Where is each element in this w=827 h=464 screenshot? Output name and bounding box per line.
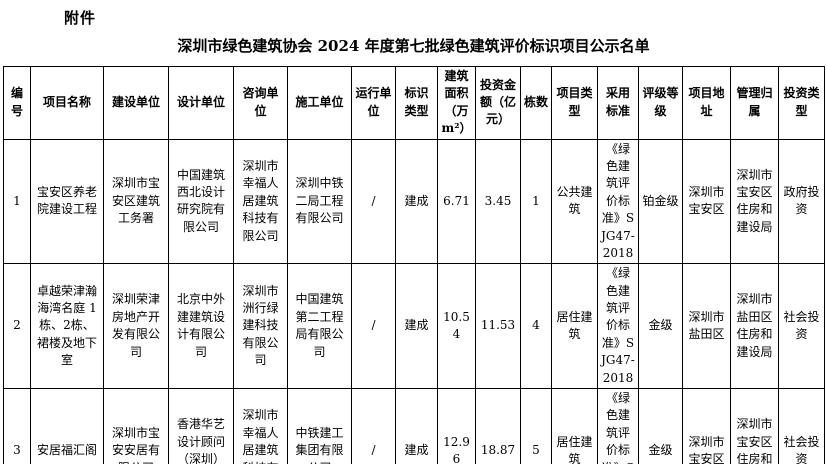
cell-label-type: 建成 xyxy=(395,388,438,464)
cell-rating-grade: 金级 xyxy=(638,263,683,390)
table-row: 3 安居福汇阁 深圳市宝安安居有限公司 香港华艺设计顾问（深圳）有限公司 深圳市… xyxy=(3,388,825,464)
col-header-floor-area: 建筑面积（万m²） xyxy=(437,66,476,140)
col-header-number: 编号 xyxy=(3,66,31,140)
table-row: 2 卓越荣津瀚海湾名庭 1 栋、2栋、裙楼及地下室 深圳荣津房地产开发有限公司 … xyxy=(3,263,825,390)
cell-project-type: 居住建筑 xyxy=(551,388,598,464)
col-header-project-name: 项目名称 xyxy=(30,66,104,140)
cell-investment-amount: 18.87 xyxy=(475,388,521,464)
col-header-investment-type: 投资类型 xyxy=(778,66,825,140)
col-header-investment-amount: 投资金额（亿元） xyxy=(475,66,521,140)
cell-investment-amount: 11.53 xyxy=(475,263,521,390)
col-header-consulting-unit: 咨询单位 xyxy=(233,66,288,140)
cell-number: 1 xyxy=(3,138,31,265)
cell-management-authority: 深圳市宝安区住房和建设局 xyxy=(730,388,779,464)
col-header-contractor-unit: 施工单位 xyxy=(287,66,352,140)
cell-project-name: 安居福汇阁 xyxy=(30,388,104,464)
cell-project-address: 深圳市盐田区 xyxy=(682,263,731,390)
cell-number: 3 xyxy=(3,388,31,464)
cell-management-authority: 深圳市宝安区住房和建设局 xyxy=(730,138,779,265)
col-header-design-unit: 设计单位 xyxy=(168,66,234,140)
cell-project-address: 深圳市宝安区 xyxy=(682,138,731,265)
cell-contractor-unit: 深圳中铁二局工程有限公司 xyxy=(287,138,352,265)
cell-label-type: 建成 xyxy=(395,263,438,390)
cell-number: 2 xyxy=(3,263,31,390)
cell-floor-area: 6.71 xyxy=(437,138,476,265)
page-title: 深圳市绿色建筑协会 2024 年度第七批绿色建筑评价标识项目公示名单 xyxy=(177,37,650,55)
cell-investment-type: 政府投资 xyxy=(778,138,825,265)
cell-management-authority: 深圳市盐田区住房和建设局 xyxy=(730,263,779,390)
col-header-project-address: 项目地址 xyxy=(682,66,731,140)
table-row: 1 宝安区养老院建设工程 深圳市宝安区建筑工务署 中国建筑西北设计研究院有限公司… xyxy=(3,138,825,265)
cell-operation-unit: / xyxy=(351,388,396,464)
cell-project-address: 深圳市宝安区 xyxy=(682,388,731,464)
cell-floor-area: 10.54 xyxy=(437,263,476,390)
col-header-management-authority: 管理归属 xyxy=(730,66,779,140)
cell-consulting-unit: 深圳市幸福人居建筑科技有限公司 xyxy=(233,138,288,265)
cell-consulting-unit: 深圳市洲行绿建科技有限公司 xyxy=(233,263,288,390)
cell-standard: 《绿色建筑评价标准》SJG47-2018 xyxy=(597,138,639,265)
cell-operation-unit: / xyxy=(351,138,396,265)
cell-construction-unit: 深圳市宝安区建筑工务署 xyxy=(103,138,169,265)
col-header-standard: 采用标准 xyxy=(597,66,639,140)
cell-project-name: 宝安区养老院建设工程 xyxy=(30,138,104,265)
cell-building-count: 1 xyxy=(520,138,552,265)
cell-contractor-unit: 中国建筑第二工程局有限公司 xyxy=(287,263,352,390)
cell-standard: 《绿色建筑评价标准》SJG47-2018 xyxy=(597,388,639,464)
cell-construction-unit: 深圳荣津房地产开发有限公司 xyxy=(103,263,169,390)
cell-project-type: 居住建筑 xyxy=(551,263,598,390)
col-header-construction-unit: 建设单位 xyxy=(103,66,169,140)
cell-design-unit: 香港华艺设计顾问（深圳）有限公司 xyxy=(168,388,234,464)
col-header-rating-grade: 评级等级 xyxy=(638,66,683,140)
cell-consulting-unit: 深圳市幸福人居建筑科技有限公司 xyxy=(233,388,288,464)
header-row: 编号 项目名称 建设单位 设计单位 咨询单位 施工单位 运行单位 标识类型 建筑… xyxy=(3,66,825,140)
cell-label-type: 建成 xyxy=(395,138,438,265)
cell-standard: 《绿色建筑评价标准》SJG47-2018 xyxy=(597,263,639,390)
col-header-label-type: 标识类型 xyxy=(395,66,438,140)
cell-investment-type: 社会投资 xyxy=(778,388,825,464)
col-header-operation-unit: 运行单位 xyxy=(351,66,396,140)
cell-floor-area: 12.96 xyxy=(437,388,476,464)
cell-design-unit: 北京中外建建筑设计有限公司 xyxy=(168,263,234,390)
cell-investment-type: 社会投资 xyxy=(778,263,825,390)
cell-building-count: 4 xyxy=(520,263,552,390)
cell-contractor-unit: 中铁建工集团有限公司 xyxy=(287,388,352,464)
cell-construction-unit: 深圳市宝安安居有限公司 xyxy=(103,388,169,464)
col-header-building-count: 栋数 xyxy=(520,66,552,140)
cell-building-count: 5 xyxy=(520,388,552,464)
cell-project-type: 公共建筑 xyxy=(551,138,598,265)
cell-operation-unit: / xyxy=(351,263,396,390)
projects-table: 编号 项目名称 建设单位 设计单位 咨询单位 施工单位 运行单位 标识类型 建筑… xyxy=(3,66,825,464)
cell-project-name: 卓越荣津瀚海湾名庭 1 栋、2栋、裙楼及地下室 xyxy=(30,263,104,390)
attachment-label: 附件 xyxy=(64,9,97,27)
col-header-project-type: 项目类型 xyxy=(551,66,598,140)
cell-investment-amount: 3.45 xyxy=(475,138,521,265)
cell-rating-grade: 金级 xyxy=(638,388,683,464)
cell-rating-grade: 铂金级 xyxy=(638,138,683,265)
cell-design-unit: 中国建筑西北设计研究院有限公司 xyxy=(168,138,234,265)
